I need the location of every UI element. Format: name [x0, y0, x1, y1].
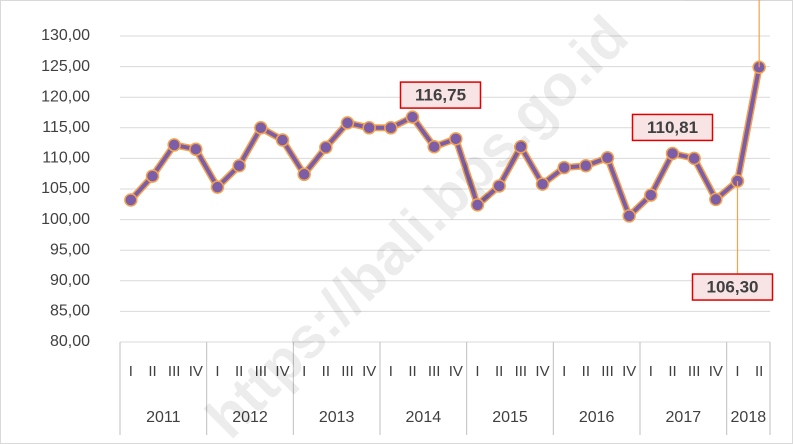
x-group-label: 2018 — [731, 409, 767, 426]
x-group-label: 2014 — [406, 409, 442, 426]
x-tick-label: II — [668, 363, 676, 380]
data-label: 116,75 — [415, 86, 466, 105]
point — [405, 110, 420, 124]
point — [145, 169, 160, 183]
x-tick-label: III — [428, 363, 441, 380]
y-tick-label: 100,00 — [41, 211, 90, 228]
x-tick-label: I — [735, 363, 739, 380]
callout-box — [399, 81, 482, 109]
y-tick-label: 105,00 — [41, 180, 90, 197]
x-tick-label: IV — [275, 363, 289, 380]
x-tick-label: III — [688, 363, 701, 380]
y-tick-label: 90,00 — [50, 272, 90, 289]
y-tick-label: 115,00 — [42, 119, 90, 136]
x-group-label: 2012 — [232, 409, 268, 426]
x-group-label: 2013 — [319, 409, 355, 426]
y-tick-label: 80,00 — [50, 333, 90, 350]
x-tick-label: I — [215, 363, 219, 380]
point — [189, 142, 203, 156]
x-tick-label: I — [302, 363, 306, 380]
point — [384, 121, 398, 135]
x-tick-label: III — [515, 363, 528, 380]
point — [687, 151, 701, 166]
point — [427, 140, 441, 154]
point — [470, 198, 485, 212]
point — [232, 158, 246, 173]
y-tick-label: 85,00 — [50, 303, 90, 320]
x-tick-label: IV — [362, 363, 376, 380]
data-label: 110,81 — [647, 118, 698, 137]
point — [644, 188, 658, 202]
x-tick-label: IV — [622, 363, 636, 380]
point — [665, 146, 680, 161]
point — [340, 116, 355, 130]
point — [124, 193, 138, 207]
x-tick-label: I — [649, 363, 653, 380]
x-tick-label: II — [582, 363, 590, 380]
x-tick-label: IV — [189, 363, 203, 380]
x-tick-label: II — [148, 363, 156, 380]
y-tick-label: 110,00 — [42, 150, 90, 167]
point — [579, 158, 593, 173]
point — [449, 132, 463, 146]
x-tick-label: I — [129, 363, 133, 380]
point — [297, 167, 311, 182]
x-tick-label: III — [255, 363, 268, 380]
x-tick-label: II — [322, 363, 330, 380]
x-tick-label: II — [495, 363, 503, 380]
data-label: 106,30 — [707, 278, 759, 297]
point — [254, 121, 268, 135]
leader-line — [758, 0, 760, 68]
x-tick-label: II — [408, 363, 416, 380]
x-tick-label: IV — [449, 363, 463, 380]
y-tick-label: 130,00 — [41, 27, 90, 44]
x-tick-label: III — [168, 363, 181, 380]
y-tick-label: 120,00 — [41, 88, 90, 105]
point — [709, 192, 723, 207]
x-tick-label: I — [389, 363, 393, 380]
point — [275, 133, 290, 147]
point — [362, 121, 376, 135]
x-tick-label: I — [475, 363, 479, 380]
x-tick-label: III — [601, 363, 614, 380]
point — [535, 177, 550, 191]
x-group-label: 2016 — [579, 409, 615, 426]
point — [557, 160, 571, 175]
callout-box — [691, 273, 774, 301]
point — [492, 179, 506, 193]
x-tick-label: IV — [535, 363, 549, 380]
x-group-label: 2017 — [666, 409, 702, 426]
point — [514, 140, 528, 154]
x-group-label: 2011 — [146, 409, 181, 426]
callout-box — [631, 113, 714, 142]
x-tick-label: III — [341, 363, 354, 380]
x-tick-label: IV — [709, 363, 723, 380]
point — [319, 140, 333, 155]
point — [622, 209, 636, 223]
y-tick-label: 95,00 — [50, 241, 90, 258]
y-tick-label: 125,00 — [41, 58, 90, 75]
x-tick-label: II — [235, 363, 243, 380]
point — [210, 180, 225, 194]
point — [167, 138, 181, 152]
x-group-label: 2015 — [492, 409, 528, 426]
point — [600, 151, 615, 165]
x-tick-label: II — [755, 363, 763, 380]
x-tick-label: I — [562, 363, 566, 380]
